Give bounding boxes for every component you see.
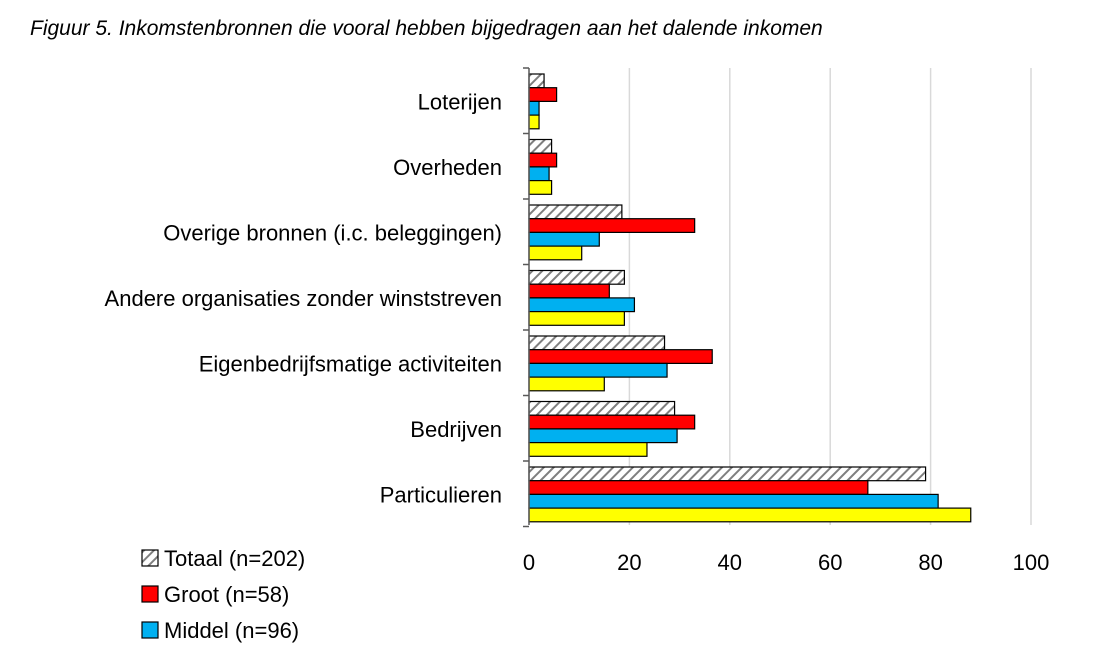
legend-label-1: Totaal (n=202): [164, 546, 305, 571]
x-tick-label-40: 40: [718, 550, 742, 575]
bar-4-4: [528, 311, 625, 326]
bar-4-6: [528, 442, 648, 457]
bar-3-7: [528, 493, 939, 509]
x-tick-label-60: 60: [818, 550, 842, 575]
legend-swatch-1: [141, 549, 159, 567]
bar-1-1: [528, 73, 545, 89]
bar-2-7: [528, 480, 869, 496]
bar-1-7: [528, 466, 927, 482]
bar-4-3: [528, 245, 583, 261]
gridlines: [628, 68, 1032, 525]
bar-1-5: [528, 335, 666, 351]
bar-2-2: [528, 152, 558, 168]
x-tick-label-100: 100: [1013, 550, 1050, 575]
x-tick-label-20: 20: [617, 550, 641, 575]
bar-2-5: [528, 349, 713, 365]
bar-4-7: [528, 507, 972, 523]
bar-3-3: [528, 231, 600, 247]
bar-3-1: [528, 100, 540, 116]
bar-1-2: [528, 138, 553, 154]
bar-4-1: [528, 114, 540, 130]
category-label: Eigenbedrijfsmatige activiteiten: [199, 351, 502, 376]
bar-4-5: [528, 376, 605, 392]
category-label: Overige bronnen (i.c. beleggingen): [163, 220, 502, 245]
bar-1-4: [528, 269, 625, 285]
bar-2-3: [528, 218, 696, 233]
bar-3-5: [528, 362, 668, 378]
x-tick-label-80: 80: [918, 550, 942, 575]
category-labels: Loterijen Overheden Overige bronnen (i.c. …: [105, 89, 502, 507]
legend-swatch-3: [141, 621, 159, 639]
category-label: Bedrijven: [410, 417, 502, 442]
bar-2-4: [528, 283, 610, 299]
category-label: Overheden: [393, 155, 502, 180]
legend: Totaal (n=202) Groot (n=58) Middel (n=96): [141, 546, 305, 643]
bar-3-4: [528, 297, 636, 313]
x-tick-labels: 0 20 40 60 80 100: [523, 550, 1049, 575]
x-tick-label-0: 0: [523, 550, 535, 575]
bar-1-3: [528, 204, 623, 220]
bar-3-2: [528, 166, 550, 182]
category-label: Andere organisaties zonder winststreven: [105, 286, 502, 311]
legend-label-3: Middel (n=96): [164, 618, 299, 643]
bar-3-6: [528, 428, 678, 444]
bars: [523, 67, 972, 528]
bar-2-1: [528, 87, 558, 102]
bar-1-6: [528, 400, 676, 416]
category-label: Particulieren: [380, 482, 502, 507]
chart-title: Figuur 5. Inkomstenbronnen die vooral he…: [30, 17, 823, 40]
bar-2-6: [528, 414, 696, 430]
legend-label-2: Groot (n=58): [164, 582, 289, 607]
legend-swatch-2: [141, 585, 159, 603]
bar-4-2: [528, 180, 553, 195]
category-label: Loterijen: [418, 89, 502, 114]
